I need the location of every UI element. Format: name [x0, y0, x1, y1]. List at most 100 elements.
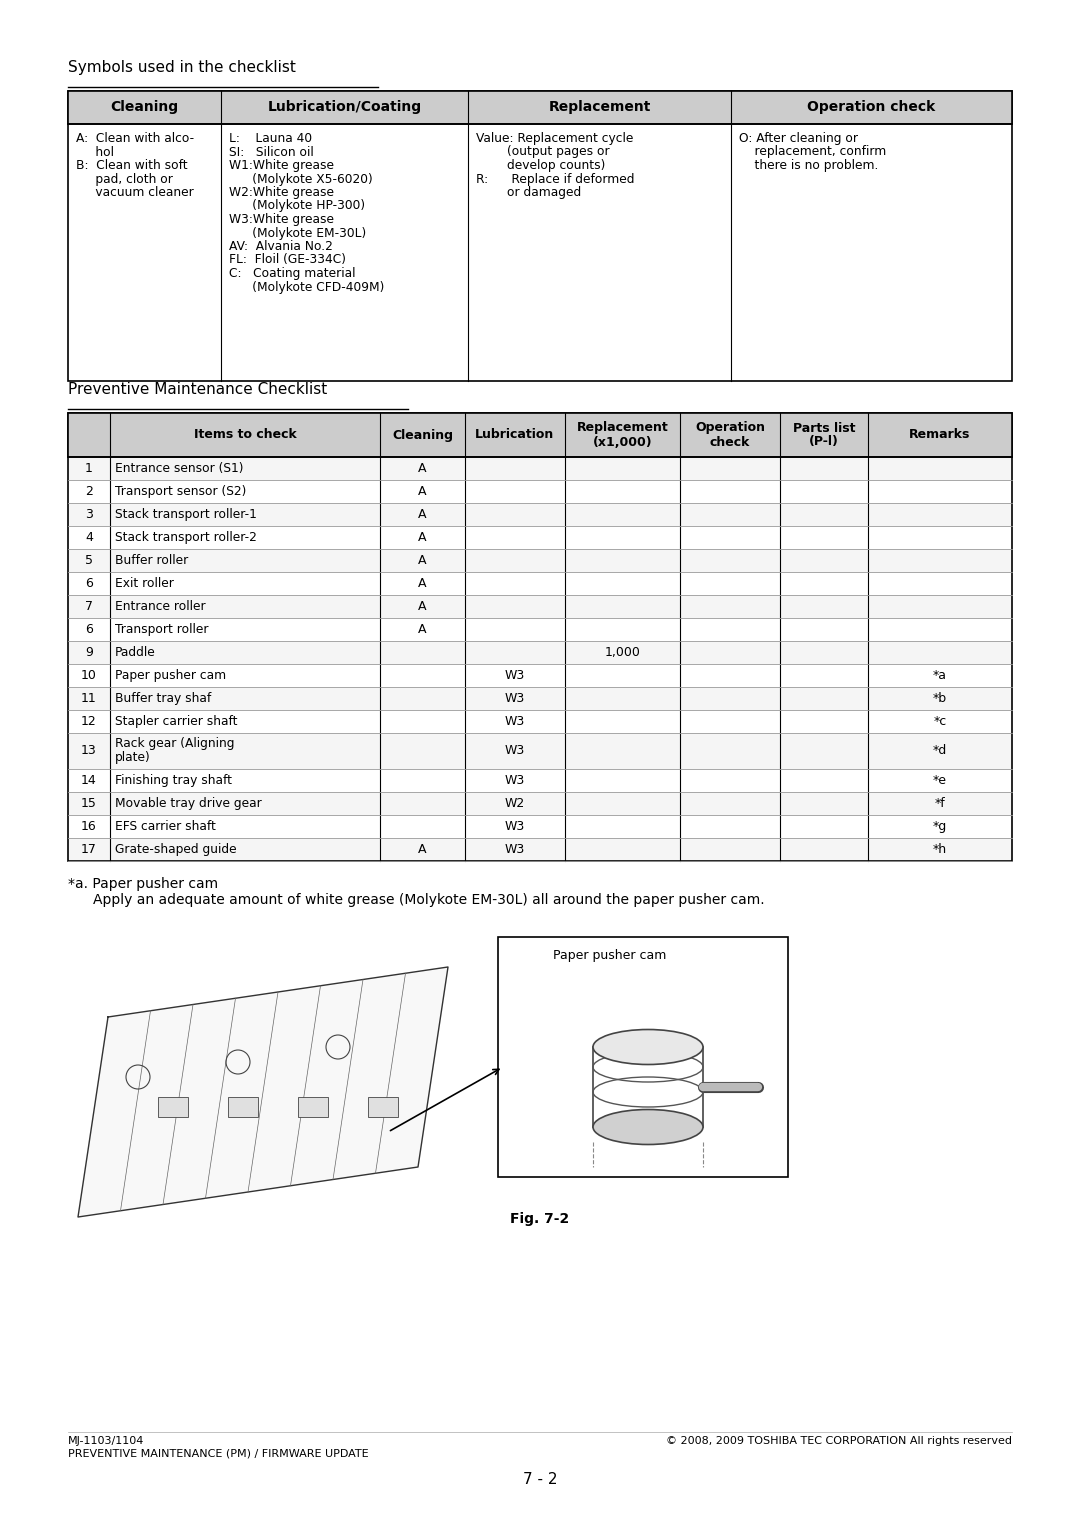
Text: A: A [418, 623, 427, 637]
Text: Parts list: Parts list [793, 421, 855, 435]
Text: hol: hol [76, 145, 114, 159]
Text: Remarks: Remarks [909, 429, 971, 441]
Text: (x1,000): (x1,000) [593, 435, 652, 449]
Text: A: A [418, 577, 427, 589]
Text: © 2008, 2009 TOSHIBA TEC CORPORATION All rights reserved: © 2008, 2009 TOSHIBA TEC CORPORATION All… [666, 1435, 1012, 1446]
Text: 5: 5 [85, 554, 93, 567]
Text: Lubrication/Coating: Lubrication/Coating [268, 101, 421, 115]
Ellipse shape [593, 1110, 703, 1145]
Bar [68, 412, 1012, 457]
Text: Paper pusher cam: Paper pusher cam [114, 669, 226, 683]
Text: A: A [418, 531, 427, 544]
Text: O: After cleaning or: O: After cleaning or [739, 131, 858, 145]
Text: *f: *f [934, 797, 945, 809]
Text: AV:  Alvania No.2: AV: Alvania No.2 [229, 240, 333, 253]
Bar [158, 1096, 188, 1116]
Text: B:  Clean with soft: B: Clean with soft [76, 159, 188, 173]
Text: W3: W3 [504, 820, 525, 834]
Text: check: check [710, 435, 751, 449]
Text: 1: 1 [85, 463, 93, 475]
Bar [69, 457, 1011, 479]
Text: plate): plate) [114, 751, 151, 764]
Text: Apply an adequate amount of white grease (Molykote EM-30L) all around the paper : Apply an adequate amount of white grease… [93, 893, 765, 907]
Text: Transport sensor (S2): Transport sensor (S2) [114, 486, 246, 498]
Text: 12: 12 [81, 715, 97, 728]
Text: EFS carrier shaft: EFS carrier shaft [114, 820, 216, 834]
Bar [368, 1096, 399, 1116]
Bar [68, 92, 1012, 124]
Polygon shape [78, 967, 448, 1217]
Text: A: A [418, 554, 427, 567]
Text: W3: W3 [504, 715, 525, 728]
Text: Stack transport roller-1: Stack transport roller-1 [114, 508, 257, 521]
Text: Grate-shaped guide: Grate-shaped guide [114, 843, 237, 857]
Text: FL:  Floil (GE-334C): FL: Floil (GE-334C) [229, 253, 346, 267]
Text: Cleaning: Cleaning [110, 101, 178, 115]
Text: Paper pusher cam: Paper pusher cam [553, 948, 666, 962]
Text: 10: 10 [81, 669, 97, 683]
Text: W2:White grease: W2:White grease [229, 186, 334, 199]
Text: MJ-1103/1104: MJ-1103/1104 [68, 1435, 145, 1446]
Text: (P-l): (P-l) [809, 435, 839, 449]
Text: W3: W3 [504, 692, 525, 705]
Text: Finishing tray shaft: Finishing tray shaft [114, 774, 232, 786]
Text: C:   Coating material: C: Coating material [229, 267, 355, 279]
Text: W3: W3 [504, 669, 525, 683]
Text: 6: 6 [85, 577, 93, 589]
Bar [69, 550, 1011, 571]
Text: Entrance sensor (S1): Entrance sensor (S1) [114, 463, 243, 475]
Text: *e: *e [933, 774, 947, 786]
Text: W3: W3 [504, 843, 525, 857]
Ellipse shape [593, 1029, 703, 1064]
Bar [228, 1096, 258, 1116]
Text: W3:White grease: W3:White grease [229, 212, 334, 226]
Text: W2: W2 [504, 797, 525, 809]
Text: R:      Replace if deformed: R: Replace if deformed [476, 173, 635, 185]
Bar [498, 938, 788, 1177]
Text: PREVENTIVE MAINTENANCE (PM) / FIRMWARE UPDATE: PREVENTIVE MAINTENANCE (PM) / FIRMWARE U… [68, 1448, 368, 1458]
Bar [69, 502, 1011, 525]
Text: A: A [418, 508, 427, 521]
Text: pad, cloth or: pad, cloth or [76, 173, 173, 185]
Text: Paddle: Paddle [114, 646, 156, 660]
Text: *h: *h [933, 843, 947, 857]
Text: Value: Replacement cycle: Value: Replacement cycle [476, 131, 633, 145]
Text: *g: *g [933, 820, 947, 834]
Text: 16: 16 [81, 820, 97, 834]
Text: *b: *b [933, 692, 947, 705]
Text: SI:   Silicon oil: SI: Silicon oil [229, 145, 314, 159]
Text: Cleaning: Cleaning [392, 429, 453, 441]
Text: there is no problem.: there is no problem. [739, 159, 878, 173]
Text: Stack transport roller-2: Stack transport roller-2 [114, 531, 257, 544]
Text: A: A [418, 486, 427, 498]
Text: L:    Launa 40: L: Launa 40 [229, 131, 312, 145]
Bar [69, 793, 1011, 814]
Text: *a. Paper pusher cam: *a. Paper pusher cam [68, 876, 218, 890]
Text: Items to check: Items to check [193, 429, 296, 441]
Bar [69, 838, 1011, 861]
Text: Transport roller: Transport roller [114, 623, 208, 637]
Text: replacement, confirm: replacement, confirm [739, 145, 887, 159]
Text: Fig. 7-2: Fig. 7-2 [511, 1212, 569, 1226]
Text: A:  Clean with alco-: A: Clean with alco- [76, 131, 194, 145]
Text: 14: 14 [81, 774, 97, 786]
Text: *a: *a [933, 669, 947, 683]
Text: W3: W3 [504, 745, 525, 757]
Text: Operation check: Operation check [808, 101, 935, 115]
Text: Rack gear (Aligning: Rack gear (Aligning [114, 738, 234, 750]
Bar [69, 687, 1011, 710]
Text: Buffer tray shaf: Buffer tray shaf [114, 692, 212, 705]
Text: W3: W3 [504, 774, 525, 786]
Text: 4: 4 [85, 531, 93, 544]
Text: 13: 13 [81, 745, 97, 757]
Bar [69, 596, 1011, 617]
Text: Operation: Operation [696, 421, 765, 435]
Text: 2: 2 [85, 486, 93, 498]
Text: *d: *d [933, 745, 947, 757]
Text: Exit roller: Exit roller [114, 577, 174, 589]
Text: or damaged: or damaged [476, 186, 581, 199]
Text: 15: 15 [81, 797, 97, 809]
Text: Movable tray drive gear: Movable tray drive gear [114, 797, 261, 809]
Text: 9: 9 [85, 646, 93, 660]
Text: *c: *c [933, 715, 947, 728]
